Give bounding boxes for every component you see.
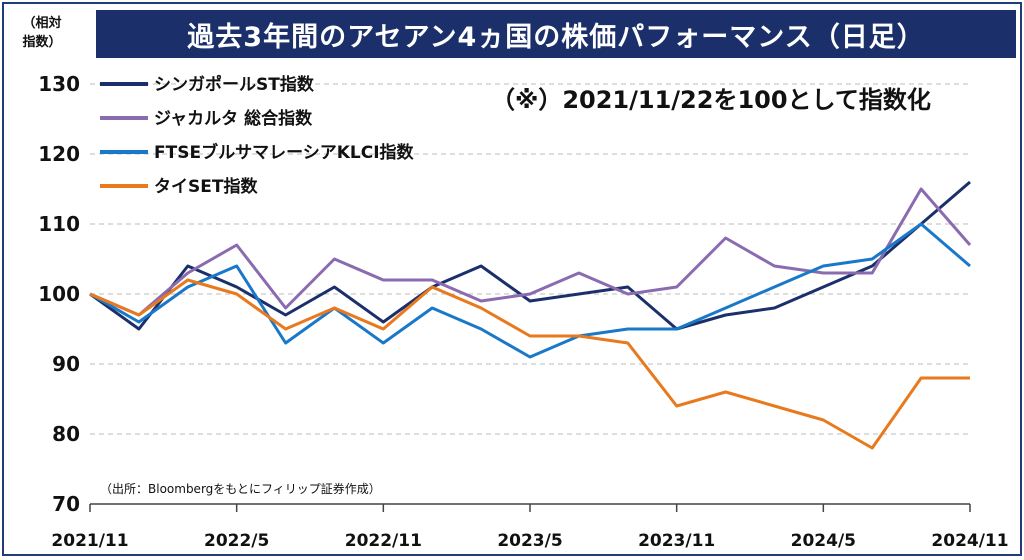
legend-label: シンガポールST指数 (154, 74, 315, 95)
y-unit-line2: 指数） (22, 35, 62, 50)
x-tick-label: 2022/5 (204, 531, 269, 551)
series-line (89, 222, 971, 359)
y-tick-label: 70 (52, 492, 80, 516)
y-unit-label: （相対 指数） (12, 14, 72, 52)
x-tick-label: 2021/11 (51, 531, 128, 551)
y-tick-label: 110 (38, 212, 80, 236)
x-tick-label: 2023/11 (638, 531, 715, 551)
x-tick-label: 2022/11 (345, 531, 422, 551)
series-line (89, 187, 972, 317)
x-tick-label: 2024/11 (931, 531, 1008, 551)
legend-label: タイSET指数 (154, 176, 258, 197)
title-bar: 過去3年間のアセアン4ヵ国の株価パフォーマンス（日足） (96, 10, 1016, 58)
index-note: （※）2021/11/22を100として指数化 (491, 86, 931, 114)
y-tick-label: 100 (38, 282, 80, 306)
y-tick-label: 90 (52, 352, 80, 376)
line-chart: 70 80 90 100 110 120 130 2021/11 2022/5 2022/11 20… (38, 72, 1008, 551)
series-line (89, 180, 971, 331)
legend-label: FTSEブルサマレーシアKLCI指数 (154, 142, 415, 163)
source-note: （出所：Bloombergをもとにフィリップ証券作成） (100, 482, 381, 496)
x-tick-label: 2023/5 (497, 531, 562, 551)
x-tick-label: 2024/5 (791, 531, 856, 551)
y-tick-label: 120 (38, 142, 80, 166)
y-tick-label: 130 (38, 72, 80, 96)
y-unit-line1: （相対 (22, 16, 62, 31)
y-tick-label: 80 (52, 422, 80, 446)
chart-title: 過去3年間のアセアン4ヵ国の株価パフォーマンス（日足） (187, 21, 925, 53)
legend-label: ジャカルタ 総合指数 (154, 108, 313, 129)
series-line (89, 278, 970, 450)
